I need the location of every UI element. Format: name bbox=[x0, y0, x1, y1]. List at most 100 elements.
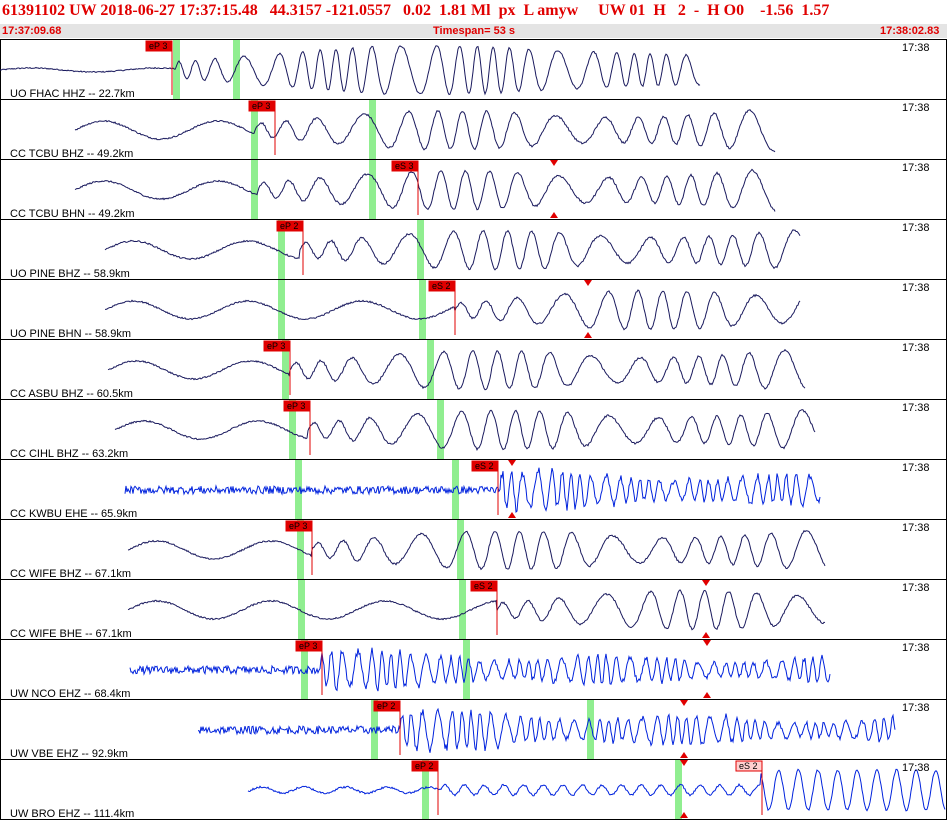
amp-arrow-down-icon bbox=[702, 580, 710, 586]
channel-label: CC WIFE BHE -- 67.1km bbox=[10, 628, 132, 640]
channel-trace-10[interactable]: eP 3 17:38 UW NCO EHZ -- 68.4km bbox=[0, 639, 947, 701]
green-window-1 bbox=[369, 160, 376, 219]
amp-arrow-down-icon bbox=[550, 160, 558, 166]
amp-arrow-up-icon bbox=[550, 212, 558, 218]
pick-label: eS 2 bbox=[475, 461, 494, 471]
channel-label: CC KWBU EHE -- 65.9km bbox=[10, 508, 137, 520]
channel-label: UW NCO EHZ -- 68.4km bbox=[10, 688, 130, 700]
amp-arrow-down-icon bbox=[508, 460, 516, 466]
pick-marker-0[interactable]: eP 2 bbox=[276, 220, 304, 275]
channel-trace-2[interactable]: eS 3 17:38 CC TCBU BHN -- 49.2km bbox=[0, 159, 947, 221]
pick-marker-0[interactable]: eS 3 bbox=[391, 160, 419, 215]
channel-time-label: 17:38 bbox=[902, 102, 930, 114]
amp-arrow-up-icon bbox=[702, 632, 710, 638]
seismogram-trace bbox=[107, 348, 806, 391]
channel-time-label: 17:38 bbox=[902, 42, 930, 54]
seismogram-trace bbox=[74, 109, 776, 153]
pick-marker-0[interactable]: eS 2 bbox=[428, 280, 456, 335]
pick-marker-0[interactable]: eP 3 bbox=[285, 520, 313, 575]
event-header: 61391102 UW 2018-06-27 17:37:15.48 44.31… bbox=[0, 0, 947, 24]
channel-frame bbox=[0, 219, 947, 280]
green-window-1 bbox=[675, 760, 682, 819]
pick-marker-0[interactable]: eP 3 bbox=[295, 640, 323, 695]
pick-label: eP 3 bbox=[149, 41, 167, 51]
amp-arrow-up-icon bbox=[703, 692, 711, 698]
channel-trace-6[interactable]: eP 3 17:38 CC CIHL BHZ -- 63.2km bbox=[0, 399, 947, 461]
channel-trace-5[interactable]: eP 3 17:38 CC ASBU BHZ -- 60.5km bbox=[0, 339, 947, 401]
waveform-svg[interactable]: eP 3 17:38 UO FHAC HHZ -- 22.7km eP 3 17:38 C… bbox=[0, 39, 947, 820]
pick-label: eS 3 bbox=[395, 161, 414, 171]
pick-marker-0[interactable]: eP 3 bbox=[248, 100, 276, 155]
channel-trace-8[interactable]: eP 3 17:38 CC WIFE BHZ -- 67.1km bbox=[0, 519, 947, 581]
channel-frame bbox=[0, 159, 947, 220]
amp-arrow-up-icon bbox=[680, 752, 688, 758]
green-window-0 bbox=[251, 160, 258, 219]
channel-label: CC WIFE BHZ -- 67.1km bbox=[10, 568, 131, 580]
green-window-0 bbox=[251, 100, 258, 159]
seismogram-trace bbox=[114, 409, 816, 451]
green-window-0 bbox=[295, 460, 302, 519]
green-window-0 bbox=[278, 220, 285, 279]
time-bar: 17:37:09.68 Timespan= 53 s 17:38:02.83 bbox=[0, 24, 947, 38]
channel-label: CC CIHL BHZ -- 63.2km bbox=[10, 448, 128, 460]
channel-label: UW VBE EHZ -- 92.9km bbox=[10, 748, 128, 760]
channel-frame bbox=[0, 399, 947, 460]
amp-arrow-down-icon bbox=[680, 760, 688, 766]
waveform-panel[interactable]: eP 3 17:38 UO FHAC HHZ -- 22.7km eP 3 17:38 C… bbox=[0, 39, 947, 820]
channel-frame bbox=[0, 99, 947, 160]
green-window-0 bbox=[173, 40, 180, 99]
seismogram-trace bbox=[197, 707, 896, 753]
channel-time-label: 17:38 bbox=[902, 282, 930, 294]
seismogram-trace bbox=[124, 467, 821, 514]
channel-trace-7[interactable]: eS 2 17:38 CC KWBU EHE -- 65.9km bbox=[0, 459, 947, 521]
channel-time-label: 17:38 bbox=[902, 222, 930, 234]
amp-arrow-down-icon bbox=[703, 640, 711, 646]
channel-trace-11[interactable]: eP 2 17:38 UW VBE EHZ -- 92.9km bbox=[0, 699, 947, 761]
green-window-0 bbox=[289, 400, 296, 459]
channel-trace-1[interactable]: eP 3 17:38 CC TCBU BHZ -- 49.2km bbox=[0, 99, 947, 161]
seismogram-trace bbox=[247, 768, 946, 812]
pick-label: eP 2 bbox=[280, 221, 298, 231]
seismogram-trace bbox=[105, 289, 801, 331]
pick-marker-0[interactable]: eP 3 bbox=[263, 340, 291, 395]
pick-label: eS 2 bbox=[474, 581, 493, 591]
end-time: 17:38:02.83 bbox=[880, 25, 940, 37]
green-window-0 bbox=[301, 640, 308, 699]
pick-label: eP 3 bbox=[252, 101, 270, 111]
pick-marker-0[interactable]: eP 2 bbox=[411, 760, 439, 815]
channel-trace-12[interactable]: eP 2 eS 2 17:38 UW BRO EHZ -- 111.4km bbox=[0, 759, 947, 820]
channel-trace-4[interactable]: eS 2 17:38 UO PINE BHN -- 58.9km bbox=[0, 279, 947, 341]
pick-marker-1[interactable]: eS 2 bbox=[735, 760, 763, 815]
channel-trace-9[interactable]: eS 2 17:38 CC WIFE BHE -- 67.1km bbox=[0, 579, 947, 641]
amp-arrow-up-icon bbox=[680, 812, 688, 818]
pick-marker-0[interactable]: eS 2 bbox=[470, 580, 498, 635]
timespan-label: Timespan= 53 s bbox=[433, 25, 516, 37]
channel-time-label: 17:38 bbox=[902, 342, 930, 354]
pick-label: eP 3 bbox=[289, 521, 307, 531]
green-window-1 bbox=[427, 340, 434, 399]
channel-label: UW BRO EHZ -- 111.4km bbox=[10, 808, 134, 820]
channel-time-label: 17:38 bbox=[902, 762, 930, 774]
channel-trace-3[interactable]: eP 2 17:38 UO PINE BHZ -- 58.9km bbox=[0, 219, 947, 281]
green-window-0 bbox=[278, 280, 285, 339]
pick-marker-0[interactable]: eP 3 bbox=[283, 400, 311, 455]
start-time: 17:37:09.68 bbox=[2, 25, 62, 37]
pick-label: eP 2 bbox=[415, 761, 433, 771]
pick-marker-0[interactable]: eP 3 bbox=[145, 40, 173, 95]
channel-label: CC TCBU BHN -- 49.2km bbox=[10, 208, 134, 220]
pick-marker-0[interactable]: eS 2 bbox=[471, 460, 499, 515]
channel-time-label: 17:38 bbox=[902, 702, 930, 714]
channel-frame bbox=[0, 279, 947, 340]
channel-frame bbox=[0, 339, 947, 400]
channel-trace-0[interactable]: eP 3 17:38 UO FHAC HHZ -- 22.7km bbox=[0, 39, 947, 101]
seismogram-trace bbox=[74, 168, 776, 212]
green-window-1 bbox=[452, 460, 459, 519]
green-window-1 bbox=[437, 400, 444, 459]
green-window-0 bbox=[282, 340, 289, 399]
green-window-1 bbox=[417, 220, 424, 279]
pick-marker-0[interactable]: eP 2 bbox=[373, 700, 401, 755]
event-summary: 61391102 UW 2018-06-27 17:37:15.48 44.31… bbox=[2, 2, 830, 19]
channel-label: UO PINE BHN -- 58.9km bbox=[10, 328, 131, 340]
green-window-1 bbox=[457, 520, 464, 579]
channel-label: CC ASBU BHZ -- 60.5km bbox=[10, 388, 133, 400]
